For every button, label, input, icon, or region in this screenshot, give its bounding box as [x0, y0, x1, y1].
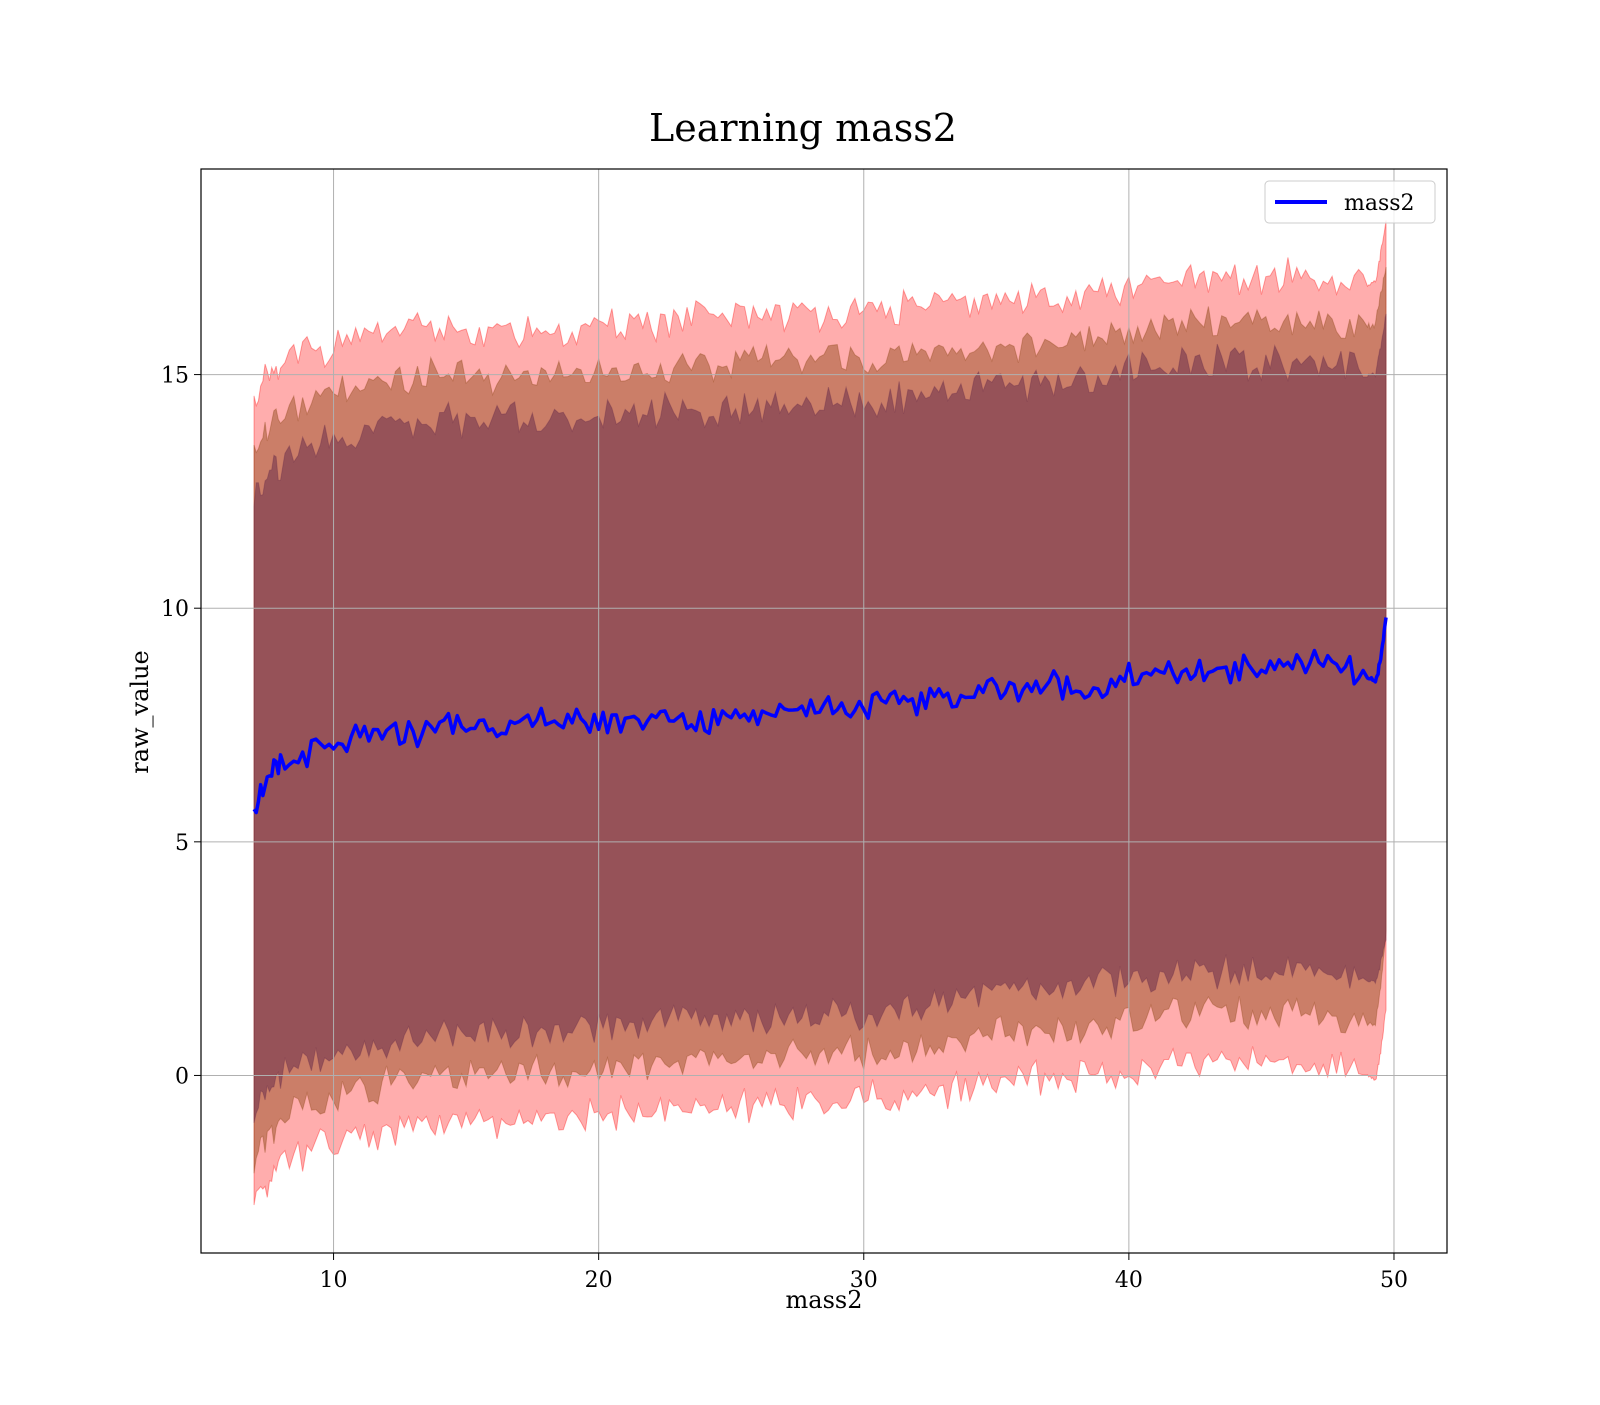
y-axis-ticks: 0 5 10 15 [161, 364, 201, 1089]
legend-box [1264, 180, 1436, 224]
y-tick-label: 5 [175, 831, 189, 856]
series-line-mass2 [252, 617, 1388, 815]
legend-label: mass2 [1344, 191, 1415, 216]
line-layer [252, 617, 1388, 815]
x-tick-label: 10 [320, 1268, 348, 1293]
y-tick-label: 15 [161, 364, 189, 389]
legend: mass2 [1264, 180, 1436, 224]
x-tick-label: 30 [850, 1268, 878, 1293]
plot-frame [200, 168, 1448, 1254]
x-tick-label: 50 [1380, 1268, 1408, 1293]
y-axis-label: raw_value [126, 650, 154, 774]
plot-area [200, 168, 1448, 1254]
y-tick-label: 10 [161, 597, 189, 622]
y-tick-label: 0 [175, 1064, 189, 1089]
x-tick-label: 40 [1115, 1268, 1143, 1293]
x-tick-label: 20 [585, 1268, 613, 1293]
x-axis-label: mass2 [786, 1286, 863, 1314]
std-band-3 [253, 313, 1387, 1123]
x-axis-ticks: 10 20 30 40 50 [320, 1253, 1408, 1293]
chart-title: Learning mass2 [649, 106, 957, 150]
